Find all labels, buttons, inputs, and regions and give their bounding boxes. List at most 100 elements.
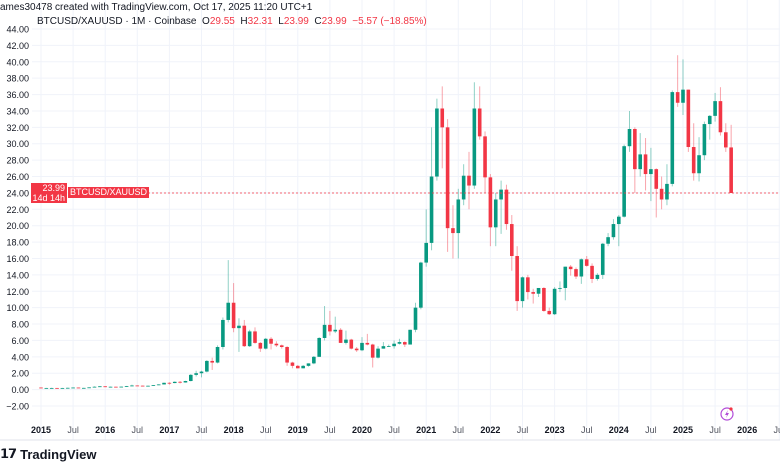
candle (146, 385, 150, 387)
candle-body (301, 365, 305, 369)
candle (194, 370, 198, 377)
candle-body (114, 386, 118, 388)
candle (504, 184, 509, 230)
candle (215, 345, 220, 364)
candle-body (477, 108, 482, 137)
y-axis[interactable]: 44.00 42.00 40.00 38.00 36.00 34.00 32.00 30.00… (6, 25, 29, 412)
x-axis[interactable]: 2015 Jul 2016 Jul 2017 Jul 2018 Jul 2019 Jul 2020 J… (31, 425, 780, 435)
lightning-icon[interactable] (720, 407, 734, 421)
candle (39, 387, 43, 389)
candle-body (312, 356, 316, 364)
candle (205, 360, 209, 373)
candle-body (488, 177, 493, 228)
x-tick-label: Jul (581, 425, 593, 435)
candle-body (483, 136, 487, 178)
candle-body (451, 228, 455, 234)
candle-body (729, 147, 733, 193)
high-label: H (240, 16, 248, 27)
open-label: O (202, 16, 210, 27)
y-tick-label: 0.00 (11, 385, 29, 395)
candle (162, 382, 166, 385)
price-chart[interactable]: 44.00 42.00 40.00 38.00 36.00 34.00 32.00 30.00… (0, 0, 780, 445)
candle-body (328, 324, 332, 332)
y-tick-label: 34.00 (6, 106, 29, 116)
tradingview-logo-icon: 𝟭𝟳 (0, 446, 17, 461)
candle-body (707, 115, 712, 125)
candle-body (413, 307, 418, 330)
low-label: L (278, 16, 284, 27)
candle (584, 256, 589, 267)
candle (520, 276, 525, 308)
candle (253, 327, 257, 344)
candle (258, 342, 263, 352)
y-tick-label: 16.00 (6, 254, 29, 264)
candle (119, 386, 124, 388)
candle-body (199, 371, 204, 374)
candle-body (306, 363, 311, 366)
candle (135, 385, 140, 387)
candle (649, 147, 653, 202)
chart-credit: ames30478 created with TradingView.com, … (0, 2, 313, 13)
candle (274, 341, 279, 347)
candle-body (472, 108, 477, 186)
x-tick-label: 2019 (288, 425, 308, 435)
candle (49, 387, 54, 389)
candle-body (493, 199, 498, 228)
candle-body (579, 259, 584, 277)
candle (627, 110, 632, 152)
candle-body (649, 169, 653, 175)
x-tick-label: 2023 (545, 425, 565, 435)
candle (344, 330, 348, 345)
x-tick-label: 2016 (95, 425, 115, 435)
x-tick-label: 2026 (737, 425, 757, 435)
candle (92, 386, 97, 388)
candle-body (499, 189, 503, 200)
grid-lines (32, 0, 780, 440)
candle (306, 363, 311, 367)
candle-body (584, 259, 589, 266)
candle-body (258, 342, 263, 349)
candle-body (349, 339, 354, 349)
candle-body (633, 128, 637, 170)
candle (124, 385, 129, 387)
candle (221, 317, 225, 350)
candle-body (162, 382, 166, 385)
candle (547, 307, 552, 316)
candle (231, 283, 236, 333)
y-tick-label: 40.00 (6, 57, 29, 67)
candle (360, 337, 364, 352)
candle-body (370, 344, 375, 358)
y-tick-label: −2.00 (6, 402, 29, 412)
candle (510, 215, 514, 271)
candle-body (504, 189, 509, 225)
candle (477, 86, 482, 140)
candle-body (429, 176, 434, 243)
candle-body (600, 243, 605, 275)
candle (461, 164, 466, 206)
candle-body (617, 216, 621, 225)
candle-body (156, 384, 161, 386)
candle (424, 209, 428, 267)
candle-body (103, 386, 107, 388)
candle-body (386, 346, 391, 347)
x-tick-label: 2022 (480, 425, 500, 435)
last-price-value: 23.99 (42, 183, 65, 193)
candle-body (296, 365, 300, 369)
change-value: −5.57 (−18.85%) (352, 16, 427, 27)
candle (440, 86, 445, 169)
candle-body (140, 385, 145, 387)
candle-body (659, 188, 664, 200)
candle (140, 385, 145, 387)
close-value: 23.99 (321, 16, 347, 27)
candle-body (247, 331, 252, 347)
x-tick-label: Jul (453, 425, 465, 435)
candle-body (515, 256, 519, 302)
tradingview-logo[interactable]: 𝟭𝟳 TradingView (0, 446, 96, 462)
candle (488, 174, 493, 247)
candle-body (135, 385, 140, 387)
candle (183, 380, 188, 383)
candle (130, 384, 134, 387)
candle (697, 137, 701, 182)
x-tick-label: Jul (67, 425, 79, 435)
candle (301, 365, 305, 369)
